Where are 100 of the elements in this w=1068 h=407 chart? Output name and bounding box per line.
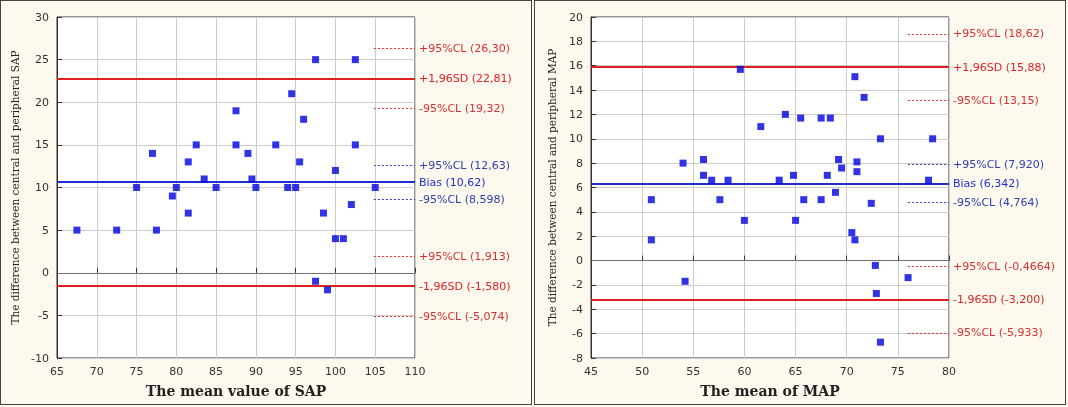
point — [904, 274, 912, 282]
y-tick-label: 16 — [569, 59, 583, 73]
point — [872, 289, 880, 297]
x-tick-label: 55 — [686, 365, 701, 378]
point — [792, 216, 800, 224]
x-tick-label: 70 — [89, 365, 104, 378]
point — [835, 155, 843, 163]
point — [200, 175, 208, 183]
point — [724, 176, 732, 184]
point — [871, 261, 879, 269]
point — [312, 56, 320, 64]
point — [853, 168, 861, 176]
point — [740, 216, 748, 224]
point — [272, 141, 280, 149]
point — [300, 115, 308, 123]
y-tick-label: 2 — [576, 229, 583, 243]
point — [851, 73, 859, 81]
point — [312, 277, 320, 285]
x-tick-label: 50 — [635, 365, 650, 378]
point — [331, 235, 339, 243]
y-tick-label: -2 — [572, 278, 583, 292]
ref-line-label: +95%CL (18,62) — [953, 27, 1045, 41]
ref-line-label: -95%CL (13,15) — [953, 93, 1039, 107]
x-tick-label: 60 — [737, 365, 752, 378]
point — [876, 338, 884, 346]
point — [700, 155, 708, 163]
point — [860, 93, 868, 101]
y-tick-label: 0 — [42, 266, 49, 280]
point — [817, 114, 825, 122]
y-tick-label: -5 — [38, 308, 49, 322]
x-tick-label: 85 — [209, 365, 224, 378]
point — [244, 149, 252, 157]
x-tick-label: 65 — [788, 365, 803, 378]
point — [647, 236, 655, 244]
y-axis-title: The difference between central and peripheral SAP — [8, 50, 21, 325]
point — [288, 90, 296, 98]
point — [232, 141, 240, 149]
ref-line-label: +95%CL (-0,4664) — [953, 259, 1056, 273]
point — [351, 141, 359, 149]
point — [351, 56, 359, 64]
x-tick-label: 90 — [248, 365, 263, 378]
x-axis-title: The mean of MAP — [700, 383, 841, 399]
y-tick-label: -8 — [572, 351, 583, 365]
point — [838, 164, 846, 172]
ref-line-label: -1,96SD (-3,200) — [953, 293, 1045, 307]
point — [826, 114, 834, 122]
point — [800, 196, 808, 204]
point — [172, 184, 180, 191]
point — [232, 107, 240, 115]
point — [679, 159, 687, 167]
point — [347, 201, 355, 209]
point — [775, 176, 783, 184]
y-tick-label: 10 — [35, 181, 49, 194]
y-tick-label: 6 — [576, 181, 583, 194]
x-tick-label: 45 — [584, 365, 598, 378]
x-tick-label: 80 — [942, 365, 956, 378]
y-tick-label: 4 — [576, 205, 583, 219]
point — [252, 184, 260, 191]
x-tick-label: 100 — [324, 365, 346, 378]
ref-line-label: -95%CL (8,598) — [419, 192, 505, 206]
y-tick-label: 20 — [35, 95, 49, 109]
point — [113, 226, 121, 234]
x-tick-label: 75 — [890, 365, 905, 378]
point — [647, 196, 655, 204]
y-tick-label: 8 — [576, 156, 583, 170]
y-tick-label: 5 — [42, 223, 49, 237]
point — [853, 158, 861, 166]
point — [192, 141, 200, 149]
point — [284, 184, 292, 191]
point — [292, 184, 300, 191]
point — [133, 184, 141, 191]
x-tick-label: 80 — [169, 365, 184, 378]
x-tick-label: 70 — [839, 365, 854, 378]
ref-line-label: -95%CL (19,32) — [419, 101, 505, 115]
ref-line-label: +1,96SD (22,81) — [419, 71, 512, 85]
ref-line-label: Bias (10,62) — [419, 175, 486, 189]
x-tick-label: 95 — [288, 365, 303, 378]
point — [331, 166, 339, 174]
y-tick-label: 12 — [569, 107, 583, 121]
point — [184, 209, 192, 217]
point — [929, 135, 937, 143]
point — [323, 286, 331, 294]
point — [339, 235, 347, 243]
x-axis-title: The mean value of SAP — [145, 383, 327, 399]
y-tick-label: 10 — [569, 132, 583, 146]
point — [700, 171, 708, 179]
y-tick-label: 0 — [576, 254, 583, 268]
ref-line-label: +95%CL (26,30) — [419, 42, 511, 56]
point — [73, 226, 81, 234]
point — [371, 184, 379, 191]
ref-line-label: +95%CL (12,63) — [419, 158, 511, 172]
point — [848, 229, 856, 237]
point — [851, 236, 859, 244]
point — [876, 135, 884, 143]
ref-line-label: Bias (6,342) — [953, 176, 1020, 190]
point — [212, 184, 220, 191]
point — [925, 176, 933, 184]
point — [248, 175, 256, 183]
point — [152, 226, 160, 234]
point — [681, 277, 689, 285]
